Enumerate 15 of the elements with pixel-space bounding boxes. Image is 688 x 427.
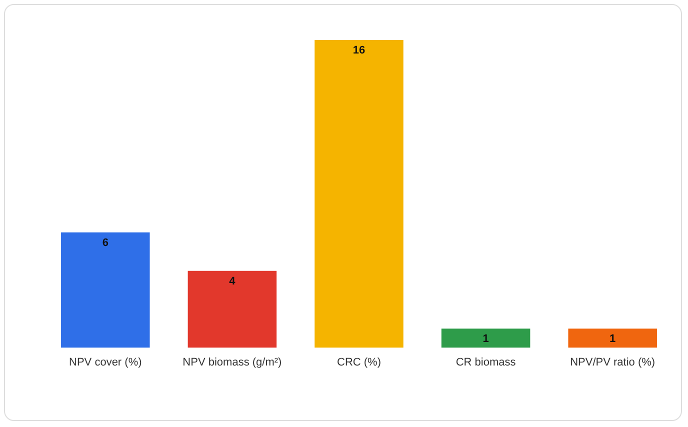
data-label: 6 [102, 236, 108, 249]
x-tick-label: NPV biomass (g/m²) [182, 356, 282, 368]
data-label: 16 [352, 44, 366, 57]
x-tick-label: NPV cover (%) [69, 356, 142, 368]
bar [314, 40, 404, 348]
x-tick-label: CRC (%) [337, 356, 381, 368]
data-label: 1 [482, 333, 489, 346]
data-label: 4 [229, 275, 236, 288]
bar [61, 232, 150, 348]
bar [441, 328, 530, 348]
data-label: 1 [610, 333, 616, 346]
x-tick-label: CR biomass [456, 356, 516, 368]
bar [568, 328, 657, 348]
x-tick-label: NPV/PV ratio (%) [570, 356, 656, 368]
bar [188, 270, 277, 348]
